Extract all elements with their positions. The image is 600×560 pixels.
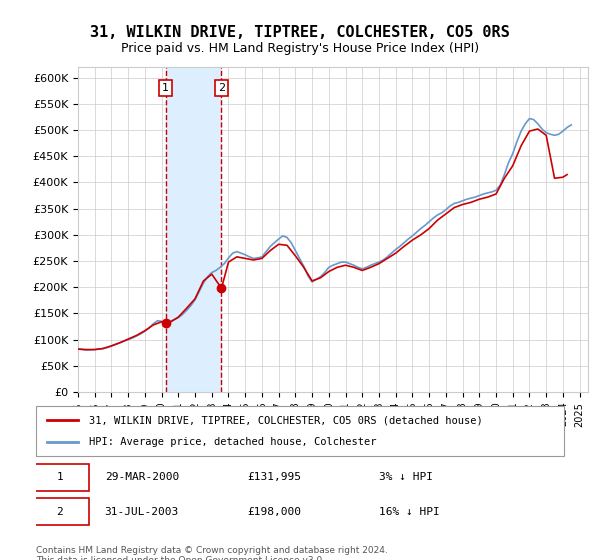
Text: 1: 1 bbox=[56, 472, 63, 482]
Text: Contains HM Land Registry data © Crown copyright and database right 2024.
This d: Contains HM Land Registry data © Crown c… bbox=[36, 546, 388, 560]
FancyBboxPatch shape bbox=[31, 498, 89, 525]
Text: Price paid vs. HM Land Registry's House Price Index (HPI): Price paid vs. HM Land Registry's House … bbox=[121, 42, 479, 55]
Text: 3% ↓ HPI: 3% ↓ HPI bbox=[379, 472, 433, 482]
Text: £198,000: £198,000 bbox=[247, 507, 301, 517]
Text: 2: 2 bbox=[56, 507, 63, 517]
FancyBboxPatch shape bbox=[31, 464, 89, 491]
Text: HPI: Average price, detached house, Colchester: HPI: Average price, detached house, Colc… bbox=[89, 437, 376, 447]
Text: 29-MAR-2000: 29-MAR-2000 bbox=[104, 472, 179, 482]
Text: 31, WILKIN DRIVE, TIPTREE, COLCHESTER, CO5 0RS (detached house): 31, WILKIN DRIVE, TIPTREE, COLCHESTER, C… bbox=[89, 415, 482, 425]
Bar bbox=[166, 67, 221, 392]
Text: 2: 2 bbox=[218, 83, 225, 93]
Text: 31, WILKIN DRIVE, TIPTREE, COLCHESTER, CO5 0RS: 31, WILKIN DRIVE, TIPTREE, COLCHESTER, C… bbox=[90, 25, 510, 40]
Text: £131,995: £131,995 bbox=[247, 472, 301, 482]
FancyBboxPatch shape bbox=[36, 406, 564, 456]
Text: 1: 1 bbox=[162, 83, 169, 93]
Text: 31-JUL-2003: 31-JUL-2003 bbox=[104, 507, 179, 517]
Text: 16% ↓ HPI: 16% ↓ HPI bbox=[379, 507, 440, 517]
